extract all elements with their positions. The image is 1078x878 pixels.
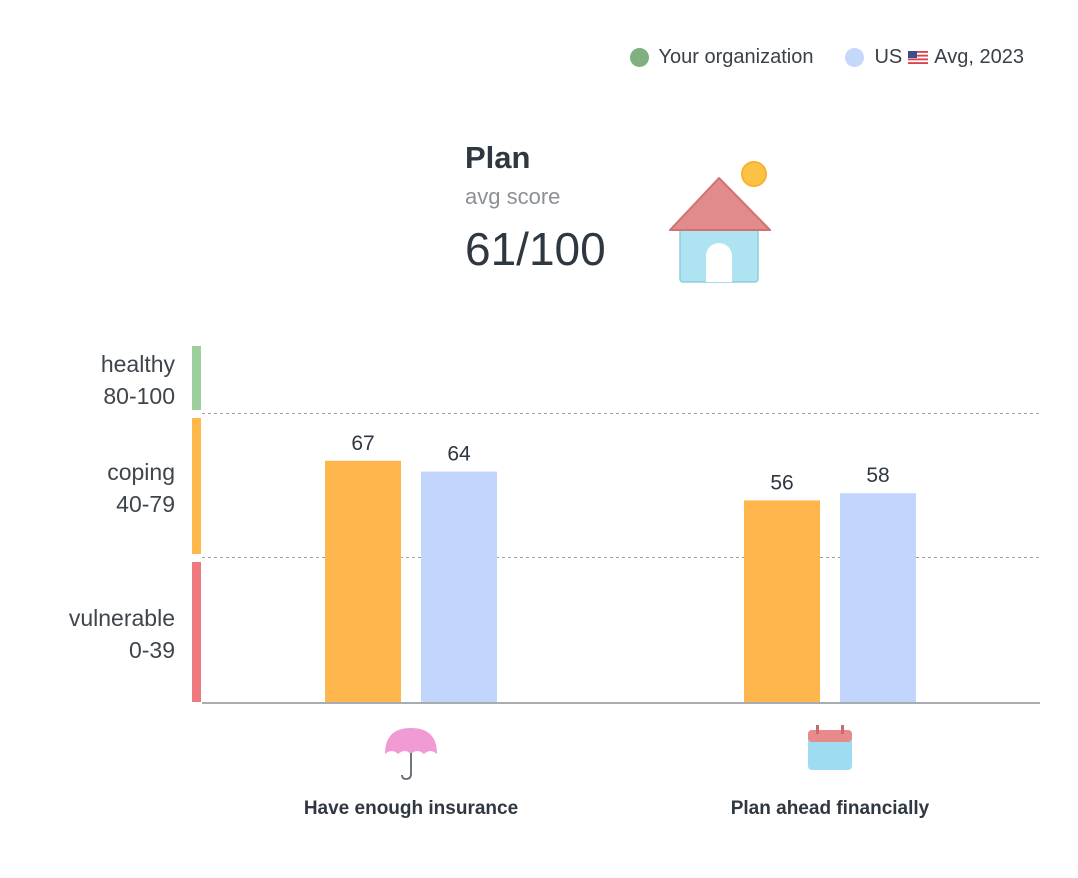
- legend-item-us-avg[interactable]: US Avg, 2023: [845, 46, 1024, 69]
- band-label-coping: coping: [107, 459, 175, 485]
- category-label: Plan ahead financially: [731, 798, 930, 819]
- legend-label: Your organization: [658, 46, 814, 68]
- chart-legend: Your organization US Avg, 2023: [598, 46, 1024, 69]
- bar-0-1[interactable]: [421, 471, 497, 702]
- legend-label-suffix: Avg, 2023: [934, 46, 1024, 68]
- band-bar-coping: [192, 418, 201, 554]
- page-title: Plan: [465, 140, 531, 175]
- band-range-vulnerable: 0-39: [129, 637, 175, 663]
- umbrella-icon: [385, 728, 437, 780]
- legend-item-your-organization[interactable]: Your organization: [629, 46, 814, 69]
- bar-chart: healthy 80-100 coping 40-79 vulnerable 0-39 6…: [69, 346, 1040, 819]
- bar-1-1[interactable]: [840, 493, 916, 702]
- category-label: Have enough insurance: [304, 798, 518, 819]
- band-bar-vulnerable: [192, 562, 201, 702]
- band-label-healthy: healthy: [101, 351, 176, 377]
- band-range-coping: 40-79: [116, 491, 175, 517]
- bar-0-0[interactable]: [325, 460, 401, 702]
- us-flag-icon: [908, 51, 929, 64]
- bar-value-label: 67: [351, 432, 374, 455]
- bar-value-label: 56: [770, 471, 793, 494]
- legend-dot-green-icon: [629, 48, 649, 67]
- bar-1-0[interactable]: [744, 500, 820, 702]
- legend-label-prefix: US: [874, 46, 903, 68]
- score-value: 61/100: [465, 223, 606, 275]
- house-sun-icon: [669, 161, 771, 283]
- legend-dot-blue-icon: [845, 48, 865, 67]
- score-subtitle: avg score: [465, 184, 561, 209]
- band-range-healthy: 80-100: [103, 383, 175, 409]
- bar-value-label: 64: [447, 443, 471, 466]
- calendar-icon: [808, 725, 852, 770]
- score-summary: Plan avg score 61/100: [465, 140, 606, 276]
- bar-value-label: 58: [866, 464, 889, 487]
- band-label-vulnerable: vulnerable: [69, 605, 175, 631]
- band-bar-healthy: [192, 346, 201, 410]
